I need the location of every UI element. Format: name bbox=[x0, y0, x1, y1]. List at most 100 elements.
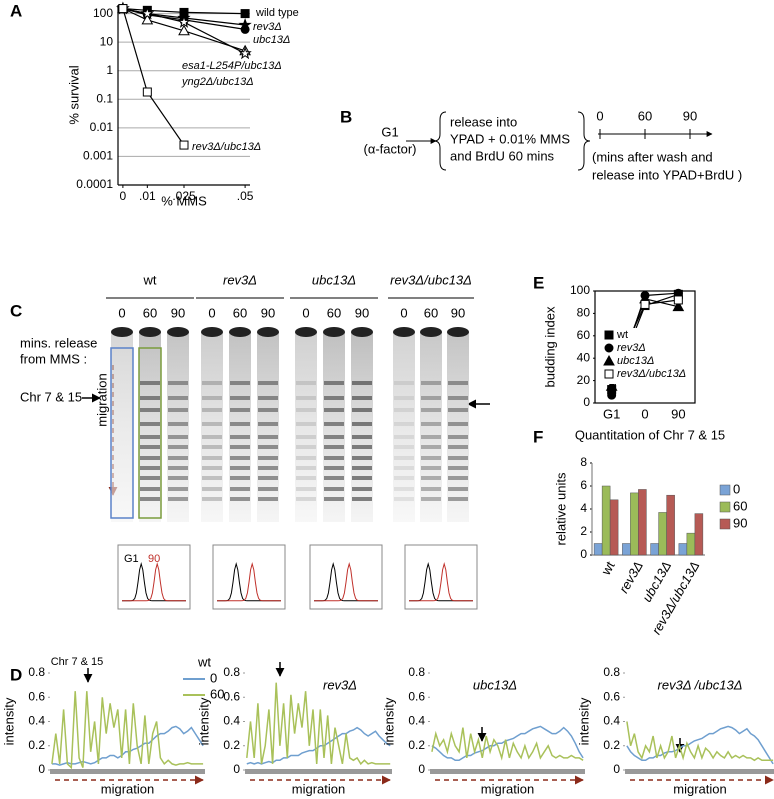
y-tick-label: 0.4 bbox=[408, 714, 425, 728]
marker bbox=[672, 300, 685, 312]
legend-swatch bbox=[719, 484, 731, 496]
well bbox=[167, 327, 189, 337]
band bbox=[448, 445, 468, 449]
flow-plot bbox=[404, 544, 478, 610]
band bbox=[296, 476, 316, 480]
chart-title: rev3Δ /ubc13Δ bbox=[658, 677, 743, 692]
chart-title: wt bbox=[197, 654, 211, 669]
band bbox=[421, 487, 441, 491]
series-label: rev3Δ/ubc13Δ bbox=[192, 141, 261, 153]
y-axis-label: relative units bbox=[553, 472, 568, 545]
band bbox=[168, 487, 188, 491]
y-axis-label: intensity bbox=[576, 697, 591, 745]
y-axis-label: intensity bbox=[196, 697, 211, 745]
direction-label: migration bbox=[94, 373, 109, 426]
band bbox=[168, 396, 188, 400]
y-tick-label: 0.6 bbox=[223, 689, 240, 703]
panel-letter: F bbox=[533, 427, 543, 446]
band bbox=[352, 381, 372, 385]
flow-label: G1 bbox=[124, 553, 139, 565]
y-tick-label: 0.8 bbox=[408, 665, 425, 679]
x-tick-label: .025 bbox=[172, 189, 196, 203]
series-line bbox=[122, 8, 246, 15]
band bbox=[258, 497, 278, 501]
annotation: Chr 7 & 15 bbox=[51, 656, 104, 668]
band bbox=[448, 476, 468, 480]
x-tick-label: .05 bbox=[237, 189, 254, 203]
well bbox=[139, 327, 161, 337]
band bbox=[140, 487, 160, 491]
x-tick-label: 0 bbox=[120, 189, 127, 203]
strain-label: ubc13Δ bbox=[312, 272, 356, 287]
band bbox=[394, 445, 414, 449]
series-line bbox=[122, 8, 185, 146]
band bbox=[352, 456, 372, 460]
brace bbox=[577, 111, 591, 171]
timepoint: 60 bbox=[638, 108, 652, 123]
treatment-text: YPAD + 0.01% MMS bbox=[450, 131, 570, 146]
well bbox=[351, 327, 373, 337]
well bbox=[111, 327, 133, 337]
band bbox=[352, 408, 372, 412]
band bbox=[394, 456, 414, 460]
band bbox=[296, 456, 316, 460]
strain-label: wt bbox=[143, 272, 157, 287]
y-tick-label: 0.6 bbox=[28, 689, 45, 703]
band bbox=[324, 422, 344, 426]
lane-label: 0 bbox=[400, 305, 407, 320]
well bbox=[201, 327, 223, 337]
lane-label: 0 bbox=[118, 305, 125, 320]
y-tick-label: 1 bbox=[106, 63, 113, 77]
y-tick-label: 60 bbox=[577, 328, 591, 342]
band bbox=[448, 435, 468, 439]
start-label: G1 bbox=[381, 124, 398, 139]
chart-title: ubc13Δ bbox=[473, 677, 517, 692]
band bbox=[448, 381, 468, 385]
band bbox=[258, 476, 278, 480]
band bbox=[202, 456, 222, 460]
y-tick-label: 0.2 bbox=[223, 738, 240, 752]
flow-curve bbox=[217, 561, 281, 602]
band bbox=[258, 381, 278, 385]
band bbox=[140, 497, 160, 501]
lane-smear bbox=[393, 332, 415, 522]
y-tick-label: 0 bbox=[580, 547, 587, 561]
bar bbox=[658, 512, 667, 556]
bar bbox=[630, 492, 639, 556]
band bbox=[230, 445, 250, 449]
bar bbox=[601, 485, 611, 556]
y-tick-label: 0.2 bbox=[28, 738, 45, 752]
marker bbox=[673, 295, 683, 305]
marker bbox=[140, 6, 155, 20]
legend-swatch bbox=[719, 501, 731, 513]
legend-marker bbox=[603, 354, 615, 366]
gel-labels: mins. release from MMS : Chr 7 & 15 migr… bbox=[20, 335, 490, 496]
band bbox=[394, 487, 414, 491]
x-axis-label: migration bbox=[673, 781, 726, 796]
x-tick-label: rev3Δ bbox=[616, 559, 646, 596]
band bbox=[140, 422, 160, 426]
lane-smear bbox=[201, 332, 223, 522]
y-tick-label: 80 bbox=[577, 306, 591, 320]
legend-swatch bbox=[719, 518, 731, 530]
band bbox=[296, 396, 316, 400]
marker bbox=[238, 46, 252, 60]
treatment-text: release into bbox=[450, 114, 517, 129]
band bbox=[394, 422, 414, 426]
x-axis-label: migration bbox=[481, 781, 534, 796]
highlight-box bbox=[138, 347, 162, 519]
band bbox=[202, 487, 222, 491]
lane-smear bbox=[295, 332, 317, 522]
band bbox=[230, 456, 250, 460]
band bbox=[168, 422, 188, 426]
series-line bbox=[626, 721, 774, 762]
bar bbox=[638, 489, 647, 556]
band bbox=[202, 497, 222, 501]
marker bbox=[118, 4, 128, 14]
marker bbox=[607, 390, 617, 400]
series-label: wild type bbox=[255, 7, 299, 19]
series-line bbox=[122, 8, 246, 55]
lane-smear bbox=[111, 332, 133, 522]
band bbox=[202, 396, 222, 400]
y-axis-label: intensity bbox=[1, 697, 16, 745]
